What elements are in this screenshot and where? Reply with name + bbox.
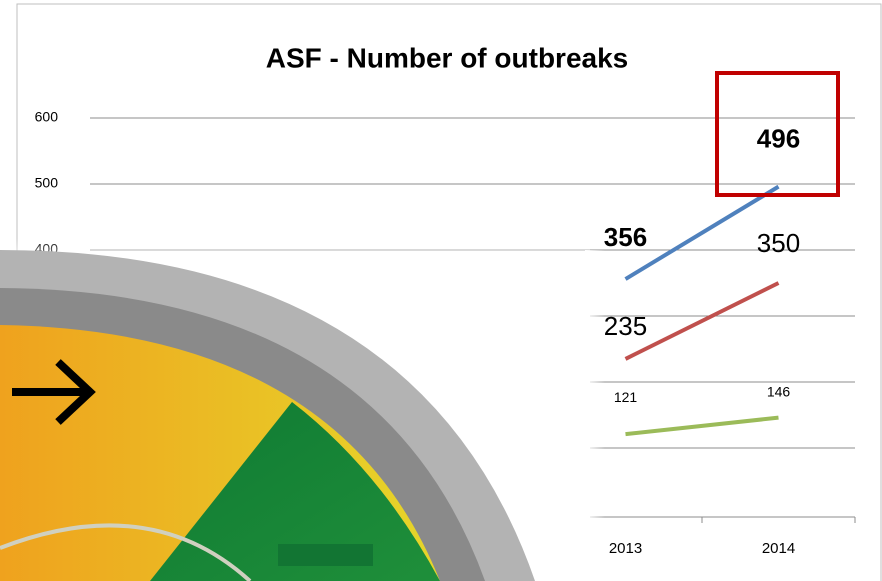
line-series bbox=[624, 184, 780, 281]
overlay-edge bbox=[585, 250, 605, 581]
data-label: 146 bbox=[767, 383, 791, 399]
data-label: 350 bbox=[757, 228, 800, 258]
x-tick-label: 2013 bbox=[609, 540, 642, 557]
line-series bbox=[625, 415, 779, 437]
data-label: 496 bbox=[757, 124, 800, 154]
gauge-green bbox=[150, 402, 440, 581]
gauge-needle-arc bbox=[0, 523, 252, 581]
data-label: 356 bbox=[604, 222, 647, 252]
x-tick-label: 2014 bbox=[762, 540, 795, 557]
line-series bbox=[624, 281, 780, 361]
gauge-overlay bbox=[0, 238, 605, 581]
gauge bbox=[0, 250, 535, 581]
highlight-box bbox=[715, 71, 840, 197]
data-label: 121 bbox=[614, 389, 638, 405]
arrow-icon bbox=[12, 359, 96, 425]
data-label: 235 bbox=[604, 311, 647, 341]
y-tick-label: 500 bbox=[35, 175, 59, 191]
gauge-block bbox=[278, 544, 373, 566]
y-tick-label: 600 bbox=[35, 109, 59, 125]
chart-title: ASF - Number of outbreaks bbox=[266, 42, 628, 73]
